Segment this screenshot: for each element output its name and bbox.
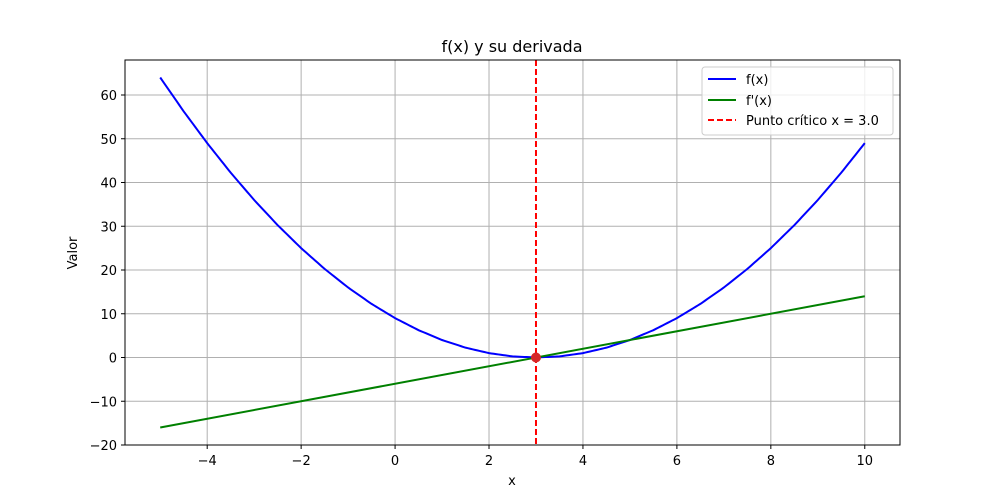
series-line-fx	[159, 76, 866, 359]
chart-title: f(x) y su derivada	[441, 37, 582, 56]
x-tick-label: 4	[579, 454, 587, 469]
critical-point-marker	[530, 352, 541, 363]
plot-frame	[124, 59, 901, 446]
x-tick-label: 0	[391, 454, 399, 469]
series-line-dfx	[160, 295, 865, 429]
y-tick-label: 10	[100, 308, 117, 323]
x-tick-label: 8	[767, 454, 775, 469]
data-series	[159, 76, 866, 429]
x-ticks: −4 −2 0 2 4 6 8 10	[198, 445, 873, 469]
x-axis-label: x	[508, 474, 516, 489]
y-tick-label: 20	[100, 264, 117, 279]
x-tick-label: 6	[673, 454, 681, 469]
y-tick-label: −10	[90, 395, 117, 410]
legend: f(x) f'(x) Punto crítico x = 3.0	[701, 66, 894, 136]
x-tick-label: 2	[485, 454, 493, 469]
legend-label-fx: f(x)	[746, 73, 768, 88]
x-tick-label: −2	[292, 454, 311, 469]
y-tick-label: 30	[100, 220, 117, 235]
y-tick-label: 0	[109, 352, 117, 367]
x-tick-label: −4	[198, 454, 217, 469]
y-tick-label: −20	[90, 439, 117, 454]
legend-box	[701, 66, 894, 136]
legend-label-dfx: f'(x)	[746, 94, 772, 109]
critical-point-layer	[530, 352, 541, 363]
y-tick-label: 40	[100, 177, 117, 192]
y-ticks: −20 −10 0 10 20 30 40 50 60	[90, 89, 125, 454]
x-tick-label: 10	[856, 454, 873, 469]
legend-label-critical: Punto crítico x = 3.0	[746, 114, 879, 129]
y-tick-label: 50	[100, 133, 117, 148]
y-axis-label: Valor	[66, 236, 81, 269]
y-tick-label: 60	[100, 89, 117, 104]
